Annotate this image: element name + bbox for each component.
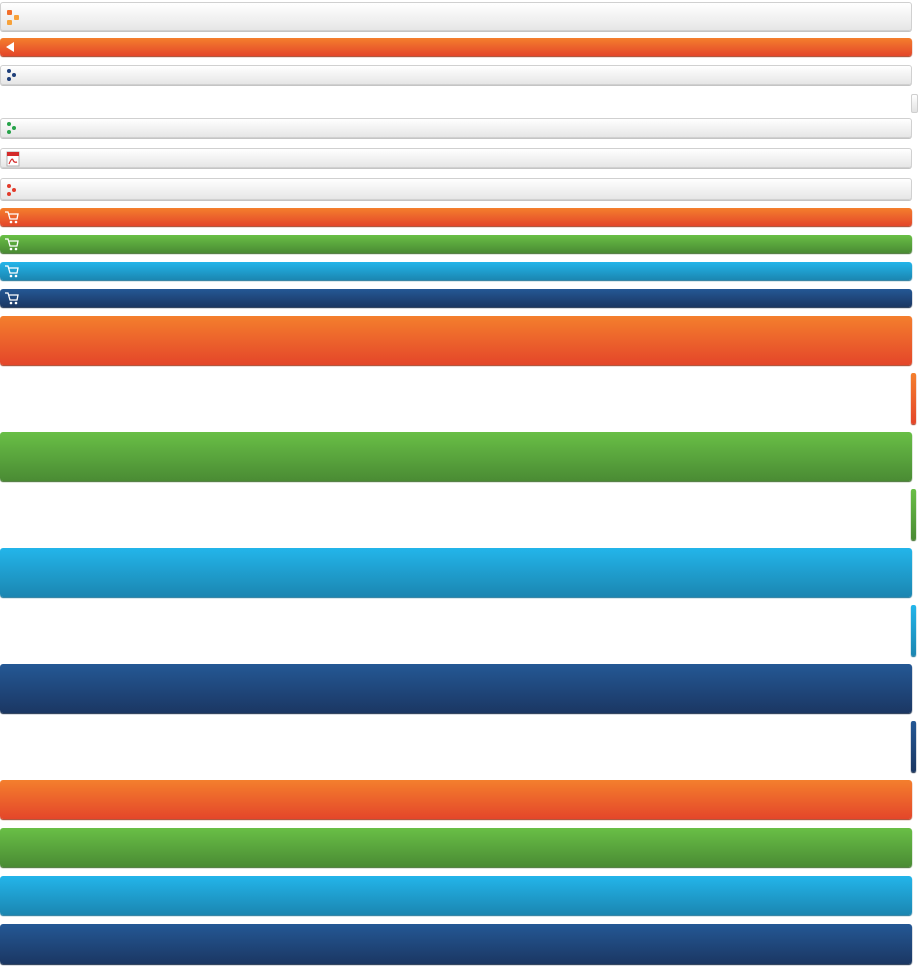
bar-navy-large[interactable] (0, 664, 912, 713)
bar-orange-cart[interactable] (0, 208, 912, 226)
tab-green[interactable] (911, 489, 916, 540)
tab-navy[interactable] (911, 721, 916, 772)
cart-icon (5, 211, 19, 224)
bar-green-large[interactable] (0, 432, 912, 481)
cart-icon (5, 238, 19, 251)
dots-green-icon (7, 122, 16, 134)
bar-green-cart[interactable] (0, 235, 912, 253)
bar-gray-dots-navy[interactable] (0, 65, 912, 85)
bar-navy-cart[interactable] (0, 289, 912, 307)
cart-icon (5, 265, 19, 278)
tab-orange[interactable] (911, 373, 916, 424)
bar-gray-dots-orange[interactable] (0, 2, 912, 31)
dots-orange-icon (7, 10, 19, 25)
tab-gray[interactable] (911, 94, 918, 113)
bar-green-medium[interactable] (0, 828, 912, 867)
bar-orange-back[interactable] (0, 38, 912, 56)
bar-blue-cart[interactable] (0, 262, 912, 280)
back-arrow-icon (6, 42, 14, 52)
bar-gray-pdf[interactable] (0, 148, 912, 168)
dots-red-icon (7, 184, 16, 196)
cart-icon (5, 292, 19, 305)
bar-blue-medium[interactable] (0, 876, 912, 915)
pdf-icon (6, 151, 20, 167)
bar-navy-medium[interactable] (0, 924, 912, 964)
bar-gray-dots-red[interactable] (0, 178, 912, 200)
tab-blue[interactable] (911, 605, 916, 656)
bar-gray-dots-green[interactable] (0, 118, 912, 138)
dots-navy-icon (7, 69, 16, 81)
bar-orange-large[interactable] (0, 316, 912, 365)
bar-orange-medium[interactable] (0, 780, 912, 819)
bar-blue-large[interactable] (0, 548, 912, 597)
